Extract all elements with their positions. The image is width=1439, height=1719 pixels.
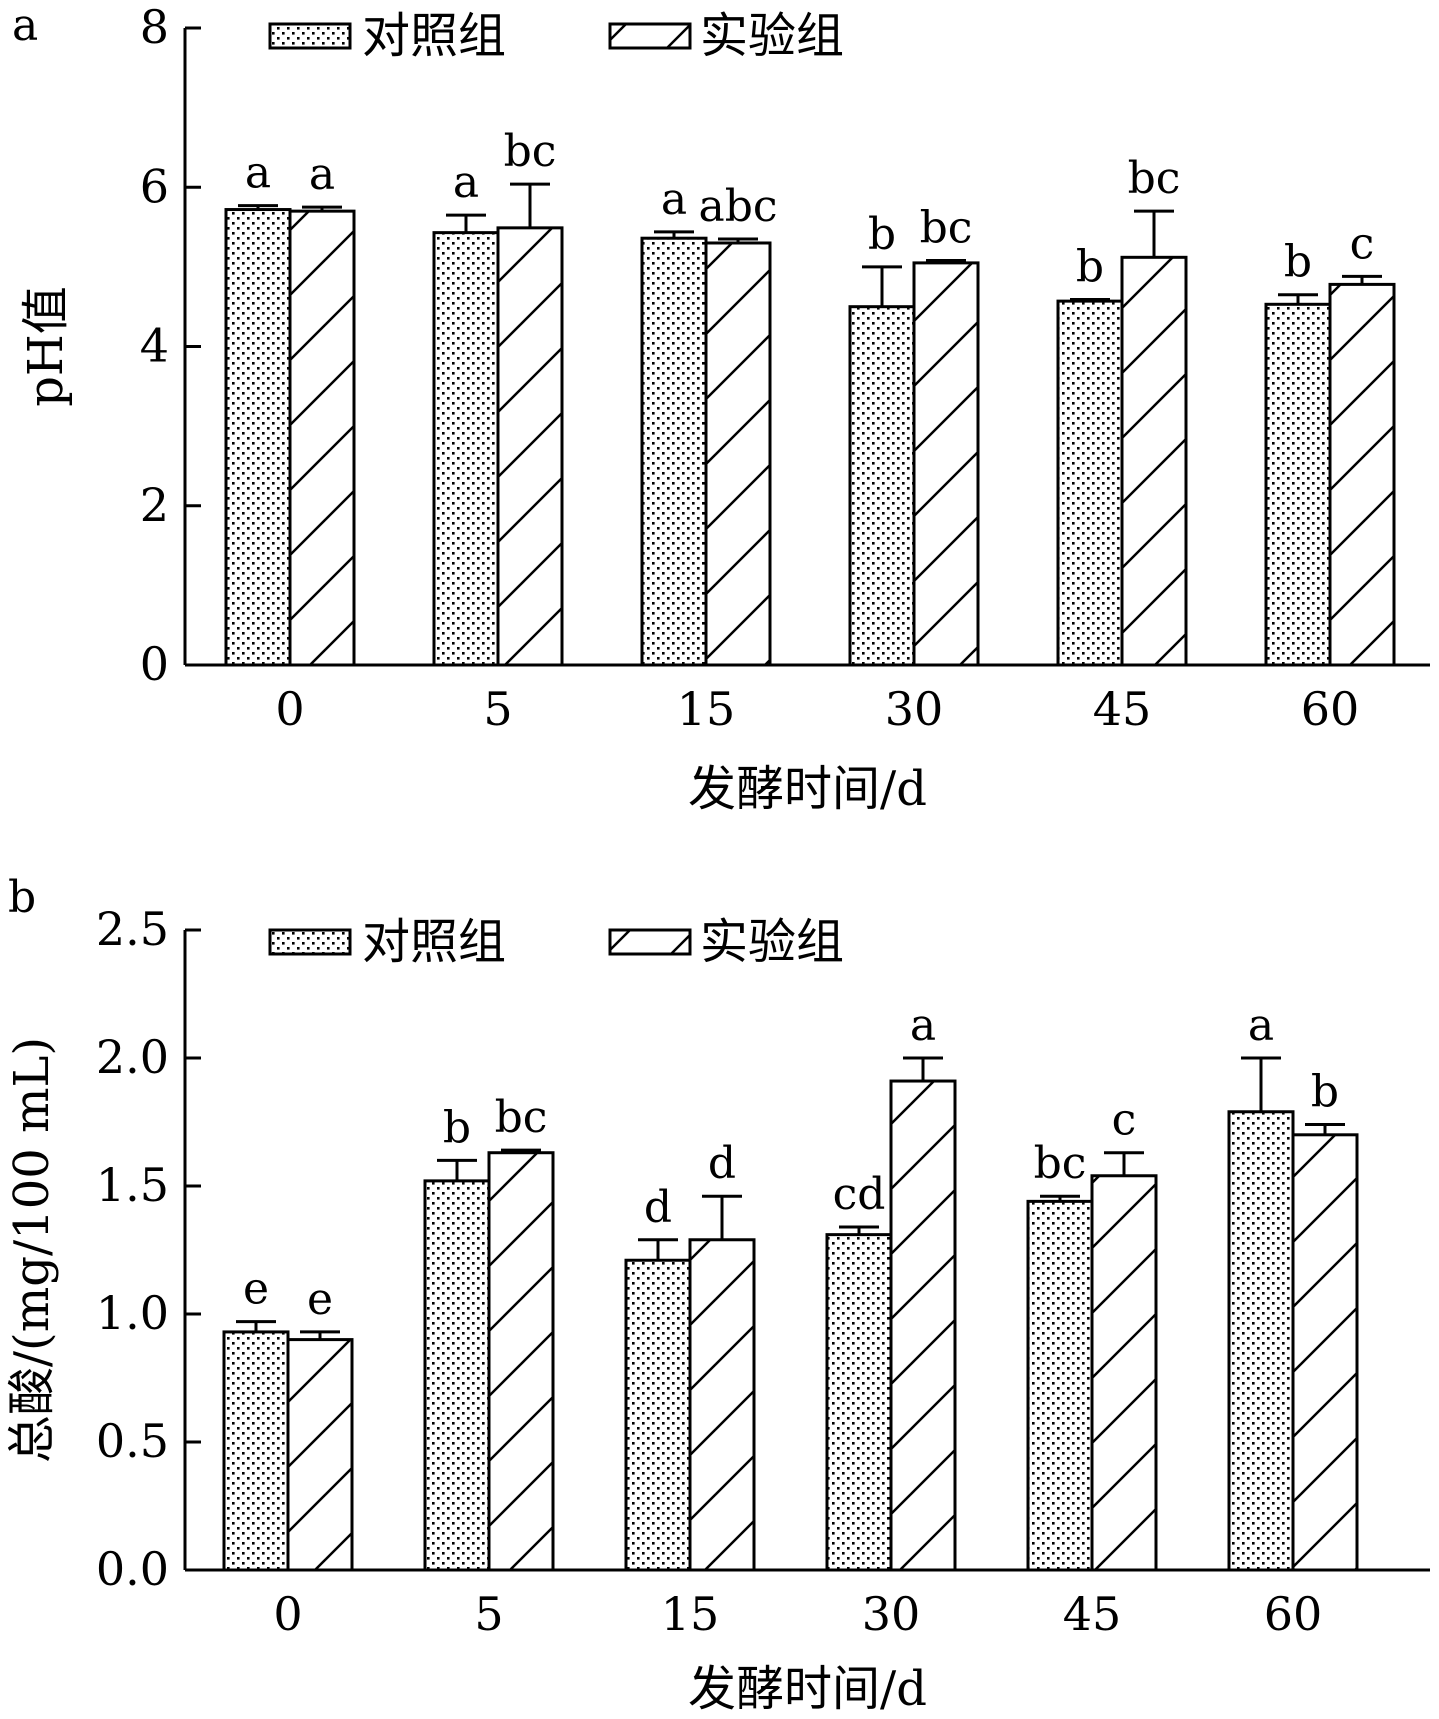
significance-label: b [1076,242,1104,293]
significance-label: c [1350,218,1375,269]
bar [1227,1110,1295,1572]
significance-label: bc [504,126,557,177]
significance-label: a [661,174,687,225]
y-tick-label: 2 [140,478,169,532]
y-tick-label: 1.5 [96,1158,169,1212]
bar [423,1179,491,1572]
y-tick-label: 0 [140,637,169,691]
significance-label: b [443,1102,471,1153]
legend-label: 对照组 [362,914,506,970]
y-tick-label: 2.5 [96,902,169,956]
y-tick-label: 1.0 [96,1286,169,1340]
bar [1056,299,1124,667]
x-axis-title: 发酵时间/d [688,1661,927,1717]
significance-label: c [1112,1095,1137,1146]
legend-label: 实验组 [700,8,844,64]
bar [848,305,916,667]
bar [889,1079,957,1572]
x-tick-label: 0 [275,682,304,736]
significance-label: cd [833,1169,886,1220]
x-tick-label: 45 [1063,1587,1122,1641]
bar [1291,1133,1359,1572]
bar [224,208,292,667]
x-axis-title: 发酵时间/d [688,761,927,817]
y-tick-label: 0.0 [96,1542,169,1596]
x-tick-label: 45 [1093,682,1152,736]
x-tick-label: 15 [677,682,736,736]
bar [704,241,772,667]
bar [1264,302,1332,667]
y-tick-label: 2.0 [96,1030,169,1084]
significance-label: bc [1034,1138,1087,1189]
y-tick-label: 8 [140,0,169,54]
legend-swatch [268,928,352,956]
bar [288,209,356,667]
y-axis-title: pH值 [18,286,74,407]
y-tick-label: 0.5 [96,1414,169,1468]
significance-label: a [1248,1000,1274,1051]
x-tick-label: 30 [862,1587,921,1641]
x-tick-label: 15 [661,1587,720,1641]
bar [1120,255,1188,667]
legend-label: 对照组 [362,8,506,64]
significance-label: a [245,148,271,199]
bar [222,1330,290,1572]
panel-letter: b [8,872,36,923]
significance-label: b [1311,1067,1339,1118]
bar [624,1258,692,1572]
legend-label: 实验组 [700,914,844,970]
significance-label: abc [698,181,777,232]
bar [1026,1199,1094,1572]
x-tick-label: 30 [885,682,944,736]
y-tick-label: 6 [140,159,169,213]
significance-label: e [307,1274,333,1325]
x-tick-label: 5 [483,682,512,736]
bar [912,261,980,667]
bar [286,1338,354,1572]
bar [432,231,500,667]
significance-label: e [243,1264,269,1315]
bar [1328,282,1396,667]
significance-label: bc [1128,153,1181,204]
panel-letter: a [12,0,38,51]
legend-swatch [608,22,692,50]
significance-label: a [309,149,335,200]
y-axis-title: 总酸/(mg/100 mL) [4,1037,60,1463]
significance-label: bc [920,203,973,254]
x-tick-label: 60 [1301,682,1360,736]
x-tick-label: 0 [273,1587,302,1641]
chart-panel-b: b 0.0 0.5 1.0 1.5 2.0 2.5 0 5 15 30 45 60 发酵时间/d 总酸/(m… [4,872,1430,1717]
bar [688,1238,756,1572]
significance-label: bc [495,1092,548,1143]
significance-label: a [910,1000,936,1051]
legend-swatch [268,22,352,50]
y-tick-label: 4 [140,319,169,373]
bar [1090,1174,1158,1572]
significance-label: a [453,157,479,208]
bar [640,236,708,667]
bar [825,1233,893,1572]
x-tick-label: 60 [1264,1587,1323,1641]
bar [496,226,564,667]
significance-label: d [644,1182,672,1233]
significance-label: d [708,1138,736,1189]
bar [487,1151,555,1572]
x-tick-label: 5 [474,1587,503,1641]
significance-label: b [1284,237,1312,288]
legend-swatch [608,928,692,956]
significance-label: b [868,209,896,260]
